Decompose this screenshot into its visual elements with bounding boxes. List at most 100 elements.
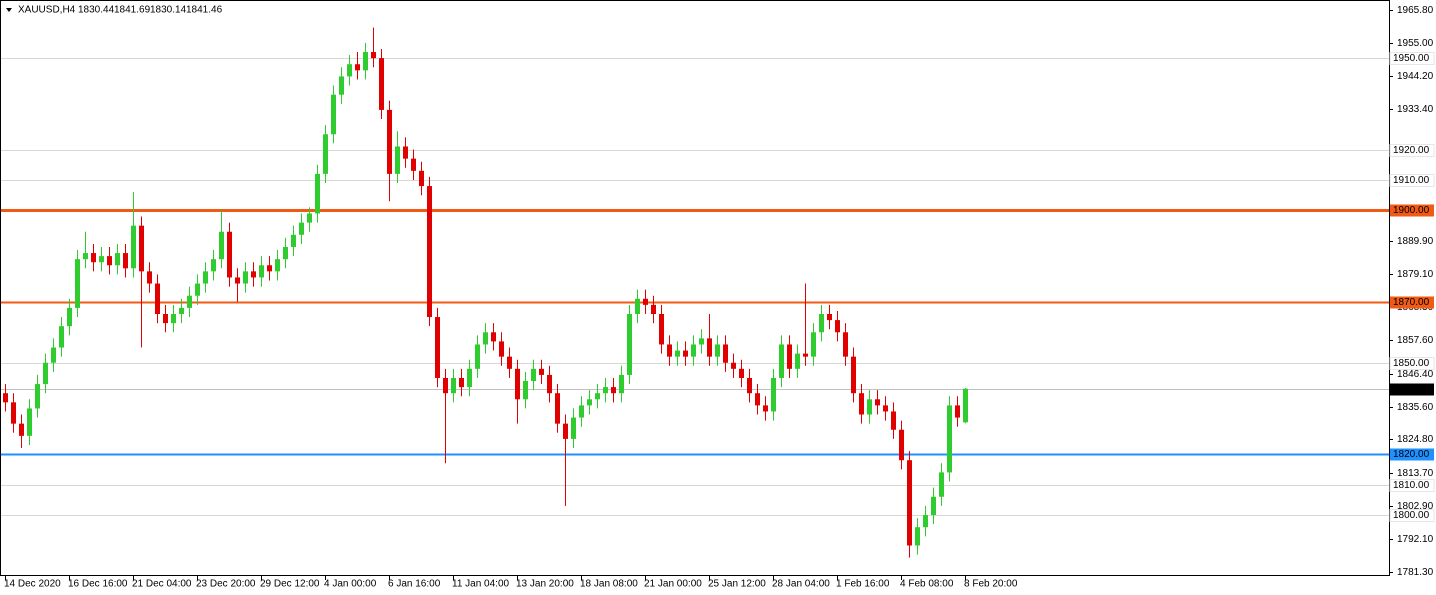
menu-arrow[interactable]: [6, 8, 12, 12]
x-tick-label: 18 Jan 08:00: [580, 579, 638, 590]
x-tick-label: 21 Jan 00:00: [644, 579, 702, 590]
candle-body: [251, 271, 256, 278]
candle-body: [339, 76, 344, 95]
candle-body: [67, 307, 72, 327]
candle-body: [371, 52, 376, 59]
candle-body: [403, 146, 408, 159]
candle-body: [779, 344, 784, 378]
candle-body: [963, 388, 968, 423]
candle-body: [43, 362, 48, 385]
candle-body: [483, 332, 488, 345]
candle-body: [507, 356, 512, 369]
x-tick-label: 23 Dec 20:00: [196, 579, 256, 590]
candle-body: [555, 393, 560, 424]
y-tick-label: 1824.80: [1397, 434, 1434, 445]
y-tick-label: 1813.70: [1397, 468, 1434, 479]
candle-body: [179, 307, 184, 314]
candle-body: [523, 381, 528, 400]
level-label: 1810.00: [1393, 480, 1430, 491]
x-tick-label: 6 Jan 16:00: [388, 579, 441, 590]
candles: [3, 27, 968, 558]
candle-body: [187, 295, 192, 308]
y-tick-label: 1792.10: [1397, 534, 1434, 545]
candle-body: [867, 399, 872, 415]
candle-body: [499, 341, 504, 357]
y-tick-label: 1835.60: [1397, 402, 1434, 413]
level-label: 1841.46: [1393, 384, 1430, 395]
candle-body: [211, 259, 216, 272]
candle-body: [715, 344, 720, 357]
candle-body: [323, 134, 328, 174]
candle-body: [675, 350, 680, 357]
candle-body: [387, 109, 392, 174]
symbol: XAUUSD,H4: [18, 5, 76, 16]
candle-body: [947, 405, 952, 473]
x-tick-label: 29 Dec 12:00: [260, 579, 320, 590]
header-open: 1830.44: [78, 5, 115, 16]
candle-body: [883, 405, 888, 412]
level-label: 1910.00: [1393, 175, 1430, 186]
level-label-bg: [1389, 479, 1435, 492]
candle-body: [355, 64, 360, 71]
level-label-bg: [1389, 144, 1435, 157]
candle-body: [699, 338, 704, 345]
y-tick-label: 1781.30: [1397, 567, 1434, 578]
candle-body: [515, 368, 520, 400]
candle-body: [587, 399, 592, 406]
candle-body: [75, 259, 80, 308]
candle-body: [651, 304, 656, 314]
candle-body: [203, 271, 208, 284]
candle-body: [283, 246, 288, 260]
level-label: 1850.00: [1393, 358, 1430, 369]
candle-body: [243, 271, 248, 284]
candle-body: [59, 326, 64, 348]
x-tick-label: 1 Feb 16:00: [836, 579, 890, 590]
x-tick-label: 11 Jan 04:00: [452, 579, 510, 590]
candle-body: [819, 313, 824, 333]
plot-frame: [0, 0, 1390, 576]
candle-body: [235, 277, 240, 284]
y-tick-label: 1933.40: [1397, 104, 1434, 115]
candle-body: [627, 313, 632, 375]
candle-body: [739, 368, 744, 378]
y-tick-label: 1879.10: [1397, 269, 1434, 280]
candle-body: [155, 283, 160, 314]
candle-body: [107, 256, 112, 266]
candle-body: [11, 402, 16, 424]
candle-body: [91, 253, 96, 263]
y-tick-label: 1965.80: [1397, 5, 1434, 16]
y-tick-label: 1857.60: [1397, 335, 1434, 346]
candle-body: [643, 298, 648, 305]
candle-body: [467, 368, 472, 388]
y-tick-label: 1955.00: [1397, 38, 1434, 49]
level-label-bg: [1390, 204, 1434, 217]
candle-body: [755, 393, 760, 406]
level-label-bg: [1389, 509, 1435, 522]
level-label-bg: [1390, 296, 1434, 309]
header: XAUUSD,H4 1830.44 1841.69 1830.14 1841.4…: [18, 5, 223, 16]
candle-body: [451, 377, 456, 394]
levels: [0, 58, 1389, 516]
candle-body: [571, 417, 576, 439]
candle-body: [115, 253, 120, 266]
candle-body: [835, 320, 840, 333]
level-label-bg: [1389, 174, 1435, 187]
candle-body: [771, 377, 776, 412]
level-label-bg: [1389, 357, 1435, 370]
candle-body: [723, 344, 728, 363]
candle-body: [843, 332, 848, 357]
candle-body: [683, 350, 688, 357]
candle-body: [395, 146, 400, 174]
candle-body: [547, 374, 552, 394]
candle-body: [299, 222, 304, 235]
level-label: 1820.00: [1393, 449, 1430, 460]
candle-body: [259, 265, 264, 278]
candle-body: [827, 313, 832, 321]
header-low: 1830.14: [150, 5, 187, 16]
candle-body: [619, 374, 624, 394]
header-close: 1841.46: [186, 5, 223, 16]
candle-body: [363, 52, 368, 71]
y-tick-label: 1846.40: [1397, 369, 1434, 380]
candle-body: [667, 344, 672, 357]
